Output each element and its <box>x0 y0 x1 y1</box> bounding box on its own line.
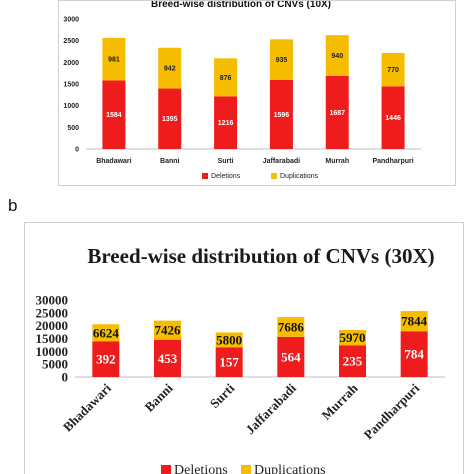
chart-30x-bar-deletions-murrah <box>339 345 366 377</box>
chart-30x-legend-label-deletions: Deletions <box>174 463 228 474</box>
chart-30x-data-label-duplications: 6624 <box>93 325 120 340</box>
chart-10x-y-tick-label: 1500 <box>63 81 79 88</box>
chart-10x-bar-deletions-bhadawari <box>102 80 126 149</box>
chart-10x-bar-duplications-pandharpuri <box>381 52 405 87</box>
chart-30x-data-label-duplications: 7686 <box>278 320 305 335</box>
chart-10x-bar-duplications-bhadawari <box>102 37 126 81</box>
chart-30x-title: Breed-wise distribution of CNVs (30X) <box>87 244 434 268</box>
chart-10x-data-label-duplications: 942 <box>164 66 176 73</box>
chart-10x-data-label-duplications: 876 <box>220 75 232 82</box>
chart-10x-bar-duplications-murrah <box>325 35 349 76</box>
chart-10x-x-tick-label: Jaffarabadi <box>263 158 300 165</box>
chart-10x-bar-duplications-banni <box>158 47 182 89</box>
chart-10x-bar-deletions-murrah <box>325 75 349 149</box>
chart-10x-bar-duplications-surti <box>214 58 238 97</box>
chart-30x-x-tick-label: Pandharpuri <box>361 380 423 442</box>
chart-30x-x-tick-label: Murrah <box>318 380 361 423</box>
chart-10x-panel: Breed-wise distribution of CNVs (10X) 0 50… <box>58 0 456 186</box>
chart-30x-bar-deletions-surti <box>215 347 243 377</box>
chart-30x-data-label-duplications: 7426 <box>155 323 182 338</box>
chart-30x-bar-duplications-surti <box>215 332 243 348</box>
chart-10x-y-tick-label: 1000 <box>63 103 79 110</box>
chart-10x-title: Breed-wise distribution of CNVs (10X) <box>151 1 331 10</box>
chart-10x-data-label-duplications: 981 <box>108 57 120 64</box>
chart-30x-data-label-duplications: 7844 <box>401 314 428 329</box>
chart-10x-bar-deletions-banni <box>158 88 182 149</box>
chart-10x-data-label-deletions: 1446 <box>385 115 401 122</box>
chart-10x: Breed-wise distribution of CNVs (10X) 0 50… <box>63 1 421 180</box>
chart-10x-legend-swatch-duplications <box>271 173 277 179</box>
chart-30x-bar-duplications-pandharpuri <box>400 311 428 332</box>
chart-10x-x-tick-label: Bhadawari <box>96 158 131 165</box>
chart-10x-bar-deletions-jaffarabadi <box>269 79 293 149</box>
chart-10x-legend-label-duplications: Duplications <box>280 173 319 180</box>
chart-10x-x-tick-label: Pandharpuri <box>372 158 413 165</box>
chart-10x-y-tick-label: 500 <box>67 125 79 132</box>
chart-10x-data-label-duplications: 770 <box>387 67 399 74</box>
chart-30x-data-label-deletions: 157 <box>219 355 239 370</box>
chart-10x-bar-deletions-surti <box>214 96 238 149</box>
chart-10x-bar-deletions-pandharpuri <box>381 86 405 149</box>
chart-30x: Breed-wise distribution of CNVs (30X) 050… <box>36 244 445 474</box>
chart-30x-bar-deletions-bhadawari <box>92 341 120 377</box>
chart-10x-y-tick-label: 0 <box>75 146 79 153</box>
chart-30x-legend-label-duplications: Duplications <box>254 463 326 474</box>
chart-30x-bar-duplications-bhadawari <box>92 324 120 342</box>
chart-30x-bar-duplications-murrah <box>339 329 366 346</box>
chart-10x-x-tick-label: Banni <box>160 158 180 165</box>
chart-10x-data-label-duplications: 935 <box>276 57 288 64</box>
chart-30x-data-label-deletions: 784 <box>404 347 424 362</box>
chart-30x-data-label-duplications: 5970 <box>340 330 366 345</box>
chart-30x-y-tick-label: 5000 <box>42 357 68 372</box>
chart-30x-bar-duplications-jaffarabadi <box>277 317 305 337</box>
chart-10x-y-tick-label: 2500 <box>63 38 79 45</box>
chart-30x-bar-deletions-pandharpuri <box>400 331 428 377</box>
chart-30x-data-label-deletions: 392 <box>96 352 116 367</box>
chart-10x-legend-label-deletions: Deletions <box>211 173 241 180</box>
chart-30x-data-label-deletions: 235 <box>343 354 363 369</box>
chart-10x-bar-duplications-jaffarabadi <box>269 39 293 80</box>
chart-10x-data-label-deletions: 1216 <box>218 120 234 127</box>
chart-30x-x-tick-label: Jaffarabadi <box>242 380 299 437</box>
chart-10x-legend-swatch-deletions <box>202 173 208 179</box>
chart-30x-y-tick-label: 10000 <box>36 344 69 359</box>
chart-10x-data-label-duplications: 940 <box>331 53 343 60</box>
panel-label-b: b <box>8 196 18 215</box>
chart-30x-bar-deletions-jaffarabadi <box>277 336 305 377</box>
chart-10x-x-tick-label: Surti <box>218 158 234 165</box>
chart-30x-legend-swatch-deletions <box>161 465 171 474</box>
chart-30x-data-label-duplications: 5800 <box>216 332 242 347</box>
chart-30x-data-label-deletions: 453 <box>158 351 178 366</box>
chart-30x-y-tick-label: 20000 <box>36 318 69 333</box>
chart-10x-y-tick-label: 2000 <box>63 60 79 67</box>
chart-10x-data-label-deletions: 1687 <box>329 110 345 117</box>
chart-10x-data-label-deletions: 1596 <box>274 112 290 119</box>
chart-30x-bar-duplications-banni <box>154 320 181 340</box>
chart-10x-x-tick-label: Murrah <box>325 158 349 165</box>
chart-30x-y-tick-label: 25000 <box>36 305 69 320</box>
chart-30x-x-tick-label: Banni <box>142 380 176 414</box>
chart-30x-data-label-deletions: 564 <box>281 349 301 364</box>
chart-30x-legend-swatch-duplications <box>241 465 251 474</box>
chart-30x-panel: Breed-wise distribution of CNVs (30X) 0 50… <box>24 222 464 474</box>
chart-30x-y-tick-label: 15000 <box>36 331 69 346</box>
chart-30x-y-tick-label: 0 <box>62 370 69 385</box>
chart-10x-data-label-deletions: 1395 <box>162 116 178 123</box>
chart-10x-data-label-deletions: 1584 <box>106 112 122 119</box>
chart-30x-y-tick-label: 30000 <box>36 293 69 308</box>
chart-30x-x-tick-label: Surti <box>207 380 238 411</box>
chart-30x-x-tick-label: Bhadawari <box>60 380 114 434</box>
chart-30x-bar-deletions-banni <box>154 339 181 377</box>
chart-10x-y-tick-label: 3000 <box>63 16 79 23</box>
